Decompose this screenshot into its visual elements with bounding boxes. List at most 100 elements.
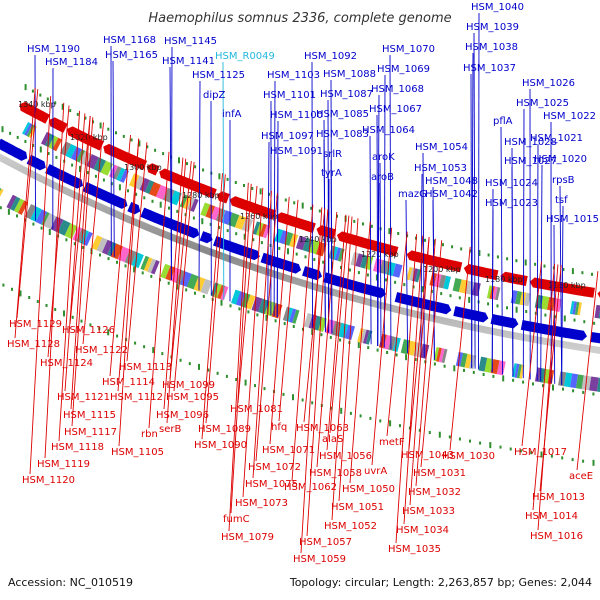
feature-tile-stripe <box>469 354 477 370</box>
gene-label: HSM_R0049 <box>215 51 275 62</box>
gc-tick <box>28 296 31 299</box>
gc-tick <box>329 335 332 339</box>
feature-tile-stripe <box>180 271 192 287</box>
feature-tile-stripe <box>220 285 229 301</box>
gene-label: HSM_1058 <box>309 468 362 479</box>
gene-label: HSM_1114 <box>102 377 155 388</box>
gene-label: HSM_1095 <box>166 392 219 403</box>
kbp-label: 1300 kbp <box>124 163 162 172</box>
feature-tile-stripe <box>486 285 493 299</box>
gc-tick <box>482 373 485 376</box>
gc-tick <box>115 131 117 135</box>
gene-label: aroK <box>372 152 395 163</box>
gene-label: mazG <box>398 189 427 200</box>
gc-tick <box>243 233 246 240</box>
gene-label: HSM_1072 <box>248 462 301 473</box>
gc-tick <box>440 292 443 296</box>
gene-label: HSM_1043 <box>401 450 454 461</box>
gene-label: HSM_1028 <box>504 137 557 148</box>
kbp-label: 1220 kbp <box>361 250 399 259</box>
gene-label: HSM_1035 <box>388 544 441 555</box>
gc-tick <box>362 222 364 226</box>
feature-tile-stripe <box>388 336 397 351</box>
gene-label: HSM_1117 <box>64 427 117 438</box>
feature-tile <box>252 221 271 239</box>
gc-tick <box>479 441 482 445</box>
leader-line <box>369 135 372 345</box>
gc-tick <box>357 271 360 275</box>
feature-tile-stripe <box>392 263 403 278</box>
gc-tick <box>162 152 165 156</box>
gc-tick <box>573 318 576 322</box>
feature-tile <box>200 202 226 223</box>
gene-label: HSM_1063 <box>296 423 349 434</box>
gc-tick <box>247 310 250 314</box>
gc-tick <box>202 168 205 172</box>
gc-tick <box>188 362 191 366</box>
gc-tick <box>63 310 65 317</box>
gc-tick <box>394 280 397 284</box>
leader-line <box>71 117 94 427</box>
leader-line <box>409 237 430 506</box>
feature-tile-stripe <box>406 266 413 281</box>
gc-tick <box>460 247 463 251</box>
gc-tick <box>251 187 254 190</box>
gene-label: HSM_1120 <box>22 475 75 486</box>
feature-tile-stripe <box>193 276 206 292</box>
gene-label: HSM_1121 <box>57 392 110 403</box>
feature-tile <box>180 271 213 295</box>
gc-tick <box>385 278 387 282</box>
leader-line <box>16 89 39 319</box>
gc-tick <box>69 109 72 113</box>
gc-tick <box>46 97 49 101</box>
feature-tile-stripe <box>313 315 323 331</box>
gc-tick <box>330 406 333 410</box>
gc-tick <box>386 351 389 354</box>
gene-label: HSM_1070 <box>382 44 435 55</box>
gc-tick <box>293 201 296 205</box>
feature-tile-stripe <box>117 246 131 263</box>
feature-tile <box>429 272 451 290</box>
gene-label: uvrA <box>364 466 387 477</box>
gc-tick <box>313 258 316 261</box>
gc-tick <box>554 315 557 319</box>
leader-line <box>273 80 276 317</box>
gene-label: srlR <box>323 149 342 160</box>
gc-tick <box>552 384 554 391</box>
feature-tile-stripe <box>240 292 251 308</box>
reverse-gene-arrow <box>90 138 104 151</box>
feature-tile-stripe <box>179 194 189 208</box>
gc-tick <box>19 290 22 297</box>
gc-tick <box>122 134 125 138</box>
feature-tile-stripe <box>575 374 585 390</box>
gc-tick <box>198 363 200 370</box>
leader-line <box>553 224 556 384</box>
gc-tick <box>176 209 179 213</box>
gene-label: HSM_1015 <box>546 214 599 225</box>
gc-tick <box>320 333 323 337</box>
reverse-label-leaders <box>14 87 599 554</box>
feature-tile-stripe <box>515 290 523 305</box>
feature-tile-stripe <box>495 287 501 301</box>
leader-line <box>536 143 539 381</box>
gc-tick <box>418 428 421 432</box>
leader-line <box>311 61 313 328</box>
gc-tick <box>178 157 180 164</box>
feature-tile-stripe <box>274 228 284 243</box>
feature-tile-stripe <box>147 258 157 274</box>
gc-tick <box>218 226 221 229</box>
gc-tick <box>593 321 596 325</box>
feature-tile-stripe <box>514 363 520 378</box>
leader-line <box>205 174 226 424</box>
feature-tile-stripe <box>596 377 600 393</box>
gc-tick <box>71 163 74 167</box>
leader-line <box>230 183 252 514</box>
gc-tick <box>54 101 57 105</box>
gc-tick <box>496 304 499 308</box>
gene-label: HSM_1141 <box>162 56 215 67</box>
gc-tick <box>468 296 471 303</box>
feature-tile-stripe <box>438 274 447 289</box>
gc-tick-tracks <box>0 84 596 466</box>
gene-label: HSM_1115 <box>63 410 116 421</box>
gene-label: HSM_1190 <box>27 44 80 55</box>
